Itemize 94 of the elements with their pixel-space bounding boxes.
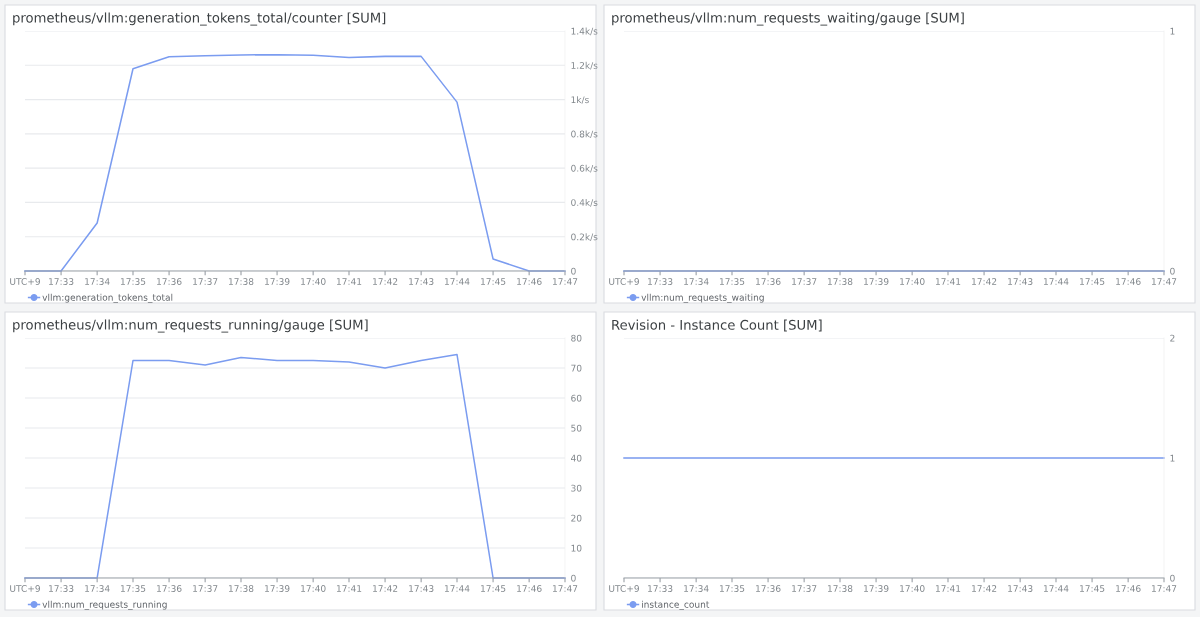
x-tick-label: 17:33 bbox=[648, 585, 673, 592]
x-tick-label: 17:36 bbox=[756, 585, 781, 592]
chart-title: prometheus/vllm:num_requests_waiting/gauge [SUM] bbox=[612, 12, 964, 26]
x-tick-label: 17:41 bbox=[935, 585, 961, 592]
y-tick-label: 1.2k/s bbox=[571, 61, 598, 70]
x-tick-label: 17:36 bbox=[157, 278, 182, 285]
legend-label: vllm:num_requests_running bbox=[42, 600, 167, 610]
x-tick-label: 17:38 bbox=[827, 278, 853, 285]
x-tick-label: UTC+9 bbox=[609, 278, 639, 285]
y-tick-label: 0.8k/s bbox=[571, 130, 598, 139]
y-tick-label: 1 bbox=[1170, 27, 1175, 35]
x-tick-label: 17:35 bbox=[120, 585, 146, 592]
x-tick-label: 17:42 bbox=[972, 585, 997, 592]
x-tick-label: 17:40 bbox=[301, 585, 326, 592]
x-tick-label: 17:35 bbox=[120, 278, 146, 285]
x-tick-label: 17:35 bbox=[719, 278, 745, 285]
x-tick-label: 17:38 bbox=[228, 585, 254, 592]
x-tick-label: UTC+9 bbox=[10, 278, 40, 285]
x-tick-label: 17:42 bbox=[373, 585, 398, 592]
y-tick-label: 0 bbox=[571, 574, 576, 582]
y-tick-label: 10 bbox=[571, 544, 582, 552]
x-tick-label: 17:42 bbox=[972, 278, 997, 285]
x-tick-label: 17:45 bbox=[1080, 585, 1105, 592]
x-tick-label: 17:46 bbox=[1116, 278, 1141, 285]
y-tick-label: 0.6k/s bbox=[571, 164, 598, 173]
x-tick-label: 17:33 bbox=[49, 585, 74, 592]
y-tick-label: 40 bbox=[571, 454, 582, 462]
x-tick-label: 17:39 bbox=[265, 278, 290, 285]
x-tick-label: 17:44 bbox=[444, 585, 470, 592]
x-tick-label: 17:36 bbox=[157, 585, 182, 592]
x-tick-label: 17:47 bbox=[552, 278, 578, 285]
x-tick-label: UTC+9 bbox=[609, 585, 639, 592]
x-tick-label: 17:43 bbox=[1008, 585, 1033, 592]
x-tick-label: 17:37 bbox=[193, 585, 218, 592]
y-tick-label: 1.4k/s bbox=[571, 27, 598, 36]
y-tick-label: 0 bbox=[1170, 574, 1175, 582]
x-tick-label: 17:41 bbox=[336, 585, 362, 592]
y-tick-label: 80 bbox=[571, 334, 582, 342]
x-tick-label: 17:47 bbox=[552, 585, 578, 592]
x-tick-label: 17:38 bbox=[827, 585, 853, 592]
y-tick-label: 30 bbox=[571, 484, 582, 492]
x-tick-label: 17:37 bbox=[792, 278, 817, 285]
x-tick-label: 17:41 bbox=[935, 278, 961, 285]
x-tick-label: 17:47 bbox=[1151, 278, 1177, 285]
x-tick-label: 17:46 bbox=[517, 278, 542, 285]
y-tick-label: 0 bbox=[1170, 267, 1175, 275]
y-tick-label: 70 bbox=[571, 364, 582, 372]
x-tick-label: 17:35 bbox=[719, 585, 745, 592]
y-tick-label: 0 bbox=[571, 267, 576, 275]
x-tick-label: 17:34 bbox=[684, 278, 709, 285]
x-tick-label: 17:39 bbox=[864, 585, 889, 592]
y-tick-label: 0.4k/s bbox=[571, 199, 598, 207]
x-tick-label: 17:34 bbox=[684, 585, 709, 592]
chart-title: Revision - Instance Count [SUM] bbox=[612, 319, 822, 332]
x-tick-label: UTC+9 bbox=[10, 585, 40, 592]
x-tick-label: 17:39 bbox=[864, 278, 889, 285]
x-tick-label: 17:46 bbox=[1116, 585, 1141, 592]
x-tick-label: 17:46 bbox=[517, 585, 542, 592]
x-tick-label: 17:36 bbox=[756, 278, 781, 285]
x-tick-label: 17:43 bbox=[409, 585, 434, 592]
y-tick-label: 1 bbox=[1170, 454, 1175, 462]
x-tick-label: 17:47 bbox=[1151, 585, 1177, 592]
x-tick-label: 17:44 bbox=[444, 278, 470, 285]
y-tick-label: 60 bbox=[571, 394, 582, 402]
x-tick-label: 17:37 bbox=[792, 585, 817, 592]
y-tick-label: 2 bbox=[1170, 334, 1175, 342]
x-tick-label: 17:45 bbox=[481, 278, 506, 285]
x-tick-label: 17:43 bbox=[1008, 278, 1033, 285]
x-tick-label: 17:44 bbox=[1043, 278, 1069, 285]
chart-title: prometheus/vllm:num_requests_running/gauge [SUM] bbox=[13, 319, 368, 333]
y-tick-label: 1k/s bbox=[571, 96, 589, 104]
x-tick-label: 17:44 bbox=[1043, 585, 1069, 592]
legend-label: instance_count bbox=[642, 600, 710, 610]
x-tick-label: 17:40 bbox=[900, 278, 925, 285]
x-tick-label: 17:33 bbox=[49, 278, 74, 285]
x-tick-label: 17:45 bbox=[1080, 278, 1105, 285]
x-tick-label: 17:34 bbox=[85, 278, 110, 285]
x-tick-label: 17:40 bbox=[301, 278, 326, 285]
legend-label: vllm:num_requests_waiting bbox=[641, 293, 764, 303]
x-tick-label: 17:45 bbox=[481, 585, 506, 592]
x-tick-label: 17:37 bbox=[193, 278, 218, 285]
y-tick-label: 20 bbox=[571, 514, 582, 522]
x-tick-label: 17:40 bbox=[900, 585, 925, 592]
x-tick-label: 17:39 bbox=[265, 585, 290, 592]
x-tick-label: 17:41 bbox=[336, 278, 362, 285]
chart-title: prometheus/vllm:generation_tokens_total/counter [SUM] bbox=[13, 12, 386, 26]
legend-label: vllm:generation_tokens_total bbox=[42, 293, 173, 303]
x-tick-label: 17:43 bbox=[409, 278, 434, 285]
x-tick-label: 17:42 bbox=[373, 278, 398, 285]
x-tick-label: 17:33 bbox=[648, 278, 673, 285]
y-tick-label: 50 bbox=[571, 424, 582, 432]
x-tick-label: 17:34 bbox=[85, 585, 110, 592]
y-tick-label: 0.2k/s bbox=[571, 233, 598, 241]
x-tick-label: 17:38 bbox=[228, 278, 254, 285]
